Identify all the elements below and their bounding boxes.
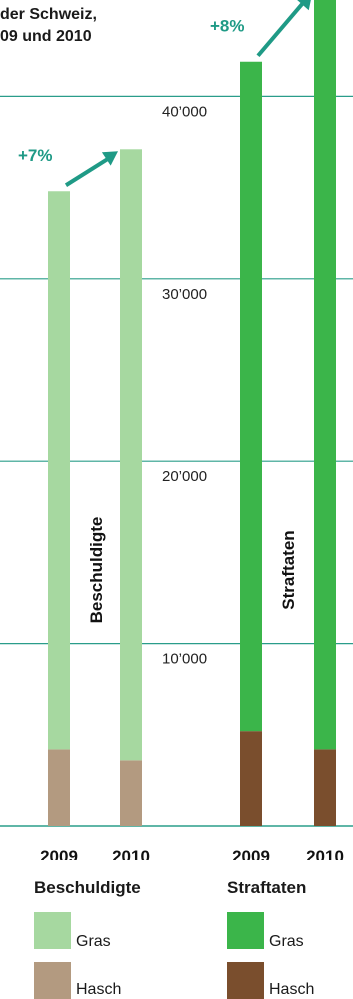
y-tick-label: 20’000 (162, 468, 207, 485)
y-tick-label: 10’000 (162, 651, 207, 668)
bar-straftaten-hasch-2010 (314, 749, 336, 826)
change-arrow-line (64, 154, 114, 187)
legend-label-beschuldigte-gras: Gras (76, 933, 111, 950)
legend-label-beschuldigte-hasch: Hasch (76, 981, 122, 998)
change-arrow-head (101, 151, 118, 166)
bar-straftaten-gras-2010 (314, 0, 336, 750)
legend-title-straftaten: Straftaten (227, 878, 307, 897)
x-tick-label-straftaten-2009: 2009 (232, 847, 270, 860)
bar-straftaten-hasch-2009 (240, 731, 262, 826)
group-label-straftaten: Straftaten (279, 530, 298, 609)
legend-swatch-beschuldigte-gras (34, 912, 71, 949)
x-tick-label-beschuldigte-2009: 2009 (40, 847, 78, 860)
legend-label-straftaten-hasch: Hasch (269, 981, 315, 998)
change-label-straftaten: +8% (210, 17, 245, 36)
legend-label-straftaten-gras: Gras (269, 933, 304, 950)
change-arrow-head (297, 0, 311, 11)
bar-beschuldigte-hasch-2009 (48, 749, 70, 826)
group-label-beschuldigte: Beschuldigte (87, 517, 106, 624)
change-label-beschuldigte: +7% (18, 146, 53, 165)
x-tick-label-beschuldigte-2010: 2010 (112, 847, 150, 860)
legend-swatch-beschuldigte-hasch (34, 962, 71, 999)
change-arrow-line (256, 0, 308, 58)
chart-title: der Schweiz, 09 und 2010 (0, 6, 97, 45)
bar-beschuldigte-gras-2009 (48, 191, 70, 750)
bar-straftaten-gras-2009 (240, 61, 262, 732)
bar-beschuldigte-hasch-2010 (120, 760, 142, 826)
y-tick-label: 30’000 (162, 286, 207, 303)
legend-swatch-straftaten-hasch (227, 962, 264, 999)
legend-title-beschuldigte: Beschuldigte (34, 878, 141, 897)
bar-beschuldigte-gras-2010 (120, 149, 142, 761)
y-tick-label: 40’000 (162, 103, 207, 120)
legend-swatch-straftaten-gras (227, 912, 264, 949)
stacked-bar-chart: 2009 2010 Beschuldigte +7% 2009 2010 Straftate… (0, 0, 353, 860)
x-tick-label-straftaten-2010: 2010 (306, 847, 344, 860)
